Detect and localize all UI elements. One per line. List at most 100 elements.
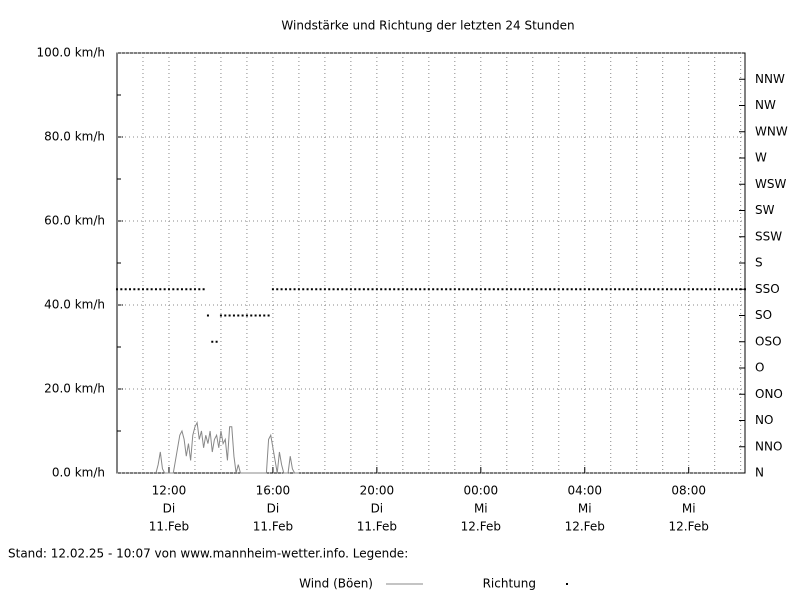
direction-dot xyxy=(718,288,721,291)
y2-tick-label: SW xyxy=(755,203,775,217)
y2-tick-label: SO xyxy=(755,308,772,322)
direction-dot xyxy=(332,288,335,291)
x-tick-weekday: Mi xyxy=(578,502,592,516)
direction-dot xyxy=(167,288,170,291)
x-tick-label: 08:00 xyxy=(671,484,706,498)
x-tick-label: 00:00 xyxy=(464,484,499,498)
direction-dot xyxy=(722,288,725,291)
direction-dot xyxy=(388,288,391,291)
direction-dot xyxy=(518,288,521,291)
direction-dot xyxy=(592,288,595,291)
direction-dot xyxy=(193,288,196,291)
y-tick-label: 60.0 km/h xyxy=(44,214,105,228)
direction-dot xyxy=(466,288,469,291)
direction-dot xyxy=(328,288,331,291)
direction-dot xyxy=(401,288,404,291)
direction-dot xyxy=(622,288,625,291)
direction-dot xyxy=(397,288,400,291)
direction-dot xyxy=(674,288,677,291)
direction-dot xyxy=(241,314,244,317)
x-tick-date: 12.Feb xyxy=(461,520,501,534)
direction-dot xyxy=(475,288,478,291)
x-tick-weekday: Di xyxy=(371,502,384,516)
direction-dot xyxy=(462,288,465,291)
direction-dot xyxy=(696,288,699,291)
x-tick-date: 11.Feb xyxy=(253,520,293,534)
direction-dot xyxy=(670,288,673,291)
y-tick-label: 100.0 km/h xyxy=(37,46,105,60)
direction-dot xyxy=(297,288,300,291)
direction-dot xyxy=(505,288,508,291)
direction-dot xyxy=(566,288,569,291)
direction-dot xyxy=(488,288,491,291)
direction-dot xyxy=(315,288,318,291)
direction-dot xyxy=(640,288,643,291)
direction-dot xyxy=(133,288,136,291)
direction-dot xyxy=(228,314,231,317)
direction-dot xyxy=(198,288,201,291)
direction-dot xyxy=(116,288,118,291)
chart-title: Windstärke und Richtung der letzten 24 S… xyxy=(281,19,574,33)
direction-dot xyxy=(709,288,712,291)
y2-tick-label: NW xyxy=(755,98,776,112)
direction-dot xyxy=(124,288,127,291)
direction-dot xyxy=(271,288,274,291)
direction-dot xyxy=(648,288,651,291)
direction-dot xyxy=(141,288,144,291)
direction-dot xyxy=(492,288,495,291)
direction-dot xyxy=(445,288,448,291)
footer: Stand: 12.02.25 - 10:07 von www.mannheim… xyxy=(8,547,408,561)
direction-dot xyxy=(384,288,387,291)
direction-dot xyxy=(588,288,591,291)
direction-dot xyxy=(562,288,565,291)
direction-dot xyxy=(185,288,188,291)
x-tick-label: 12:00 xyxy=(152,484,187,498)
x-tick-date: 11.Feb xyxy=(149,520,189,534)
y2-tick-label: O xyxy=(755,361,764,375)
direction-dot xyxy=(276,288,279,291)
direction-dot xyxy=(484,288,487,291)
x-tick-label: 04:00 xyxy=(567,484,602,498)
x-tick-date: 11.Feb xyxy=(357,520,397,534)
legend-label: Richtung xyxy=(483,577,536,591)
direction-dot xyxy=(380,288,383,291)
direction-dot xyxy=(683,288,686,291)
direction-dot xyxy=(120,288,123,291)
direction-dot xyxy=(258,314,261,317)
y-tick-label: 20.0 km/h xyxy=(44,382,105,396)
legend-label: Wind (Böen) xyxy=(299,577,373,591)
direction-dot xyxy=(336,288,339,291)
direction-dot xyxy=(583,288,586,291)
direction-dot xyxy=(371,288,374,291)
x-tick-label: 16:00 xyxy=(256,484,291,498)
x-tick-weekday: Mi xyxy=(682,502,696,516)
direction-dot xyxy=(128,288,131,291)
direction-dot xyxy=(245,314,248,317)
direction-dot xyxy=(458,288,461,291)
direction-dot xyxy=(354,288,357,291)
direction-dot xyxy=(631,288,634,291)
direction-dot xyxy=(341,288,344,291)
direction-dot xyxy=(280,288,283,291)
direction-dot xyxy=(501,288,504,291)
x-tick-date: 12.Feb xyxy=(565,520,605,534)
y2-tick-label: S xyxy=(755,256,763,270)
y-tick-label: 40.0 km/h xyxy=(44,298,105,312)
direction-dot xyxy=(575,288,578,291)
direction-dot xyxy=(540,288,543,291)
direction-dot xyxy=(180,288,183,291)
direction-dot xyxy=(471,288,474,291)
direction-dot xyxy=(553,288,556,291)
direction-dot xyxy=(449,288,452,291)
y-tick-label: 0.0 km/h xyxy=(52,466,105,480)
direction-dot xyxy=(514,288,517,291)
direction-dot xyxy=(302,288,305,291)
direction-dot xyxy=(726,288,729,291)
direction-dot xyxy=(440,288,443,291)
wind-line xyxy=(155,420,299,474)
direction-dot xyxy=(267,314,270,317)
x-tick-weekday: Mi xyxy=(474,502,488,516)
direction-dot xyxy=(453,288,456,291)
direction-dot xyxy=(579,288,582,291)
